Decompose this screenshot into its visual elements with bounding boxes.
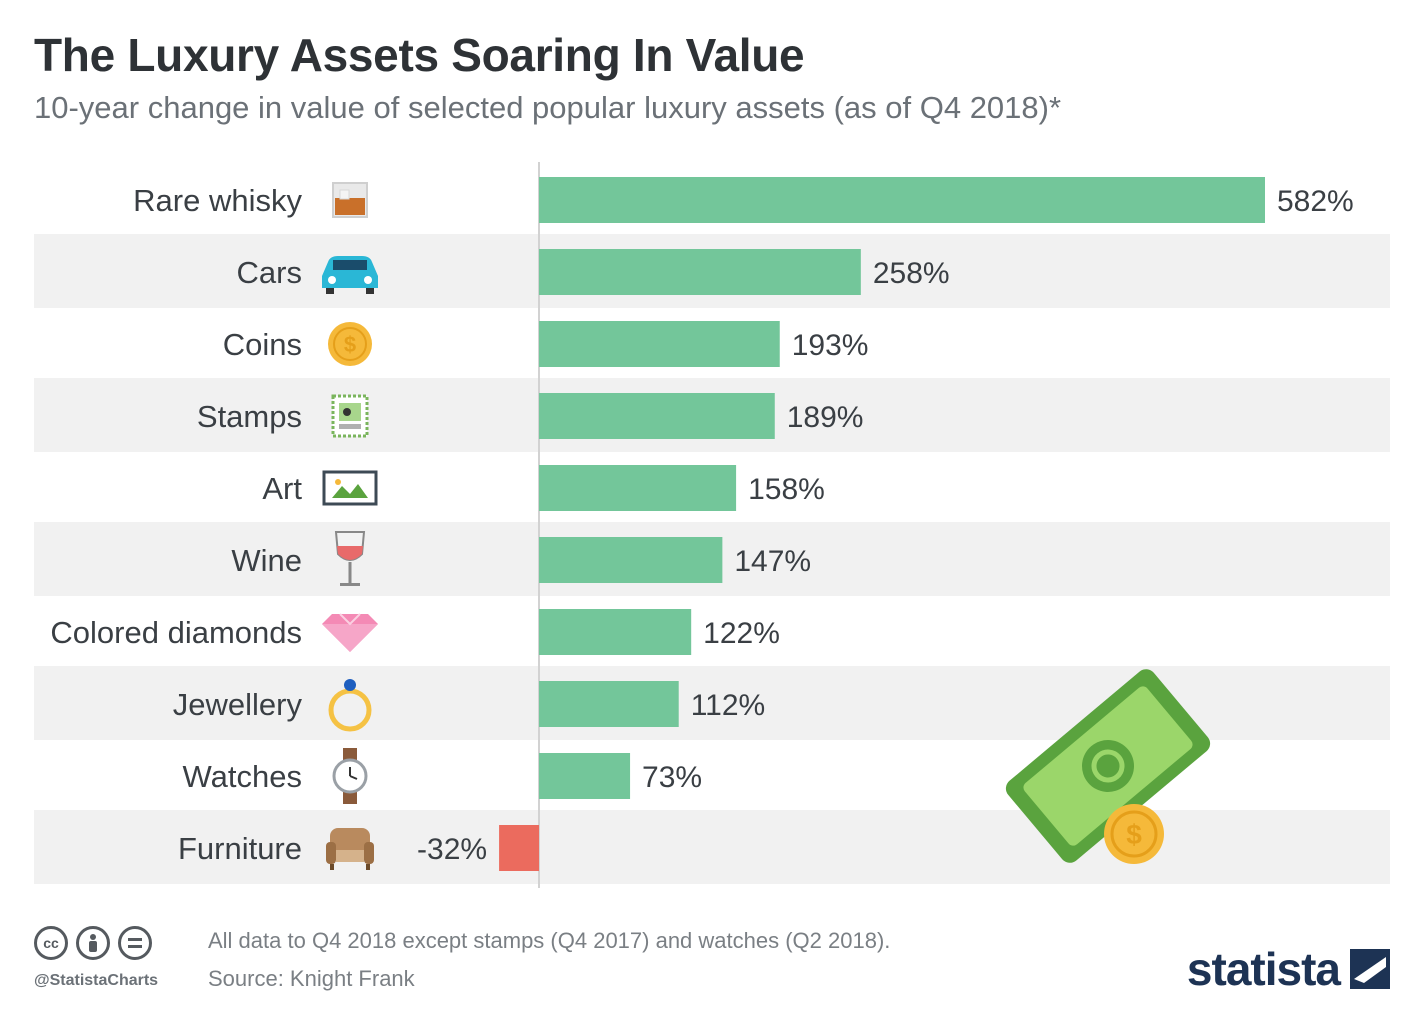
value-label: 158% xyxy=(748,473,825,506)
source-text: Source: Knight Frank xyxy=(208,966,415,991)
armchair-icon xyxy=(326,828,374,870)
bar xyxy=(539,393,775,439)
value-label: -32% xyxy=(417,833,487,866)
value-label: 122% xyxy=(703,617,780,650)
bar xyxy=(539,753,631,799)
dollar-coin-icon: $ xyxy=(1104,804,1164,864)
statista-wordmark: statista xyxy=(1186,943,1341,995)
bar xyxy=(539,609,692,655)
svg-text:$: $ xyxy=(1126,819,1142,850)
bar xyxy=(539,177,1265,223)
bar xyxy=(539,537,723,583)
bar xyxy=(499,825,539,871)
whisky-glass-icon xyxy=(332,182,368,218)
value-label: 189% xyxy=(787,401,864,434)
category-label: Jewellery xyxy=(173,687,303,722)
value-label: 193% xyxy=(792,329,869,362)
no-derivatives-icon xyxy=(118,926,152,960)
chart-title: The Luxury Assets Soaring In Value xyxy=(34,29,805,81)
category-label: Colored diamonds xyxy=(50,615,302,650)
category-label: Stamps xyxy=(197,399,302,434)
coin-icon: $ xyxy=(328,322,372,366)
bar xyxy=(539,249,861,295)
value-label: 112% xyxy=(691,689,766,722)
category-label: Rare whisky xyxy=(133,183,302,218)
category-label: Art xyxy=(262,471,302,506)
category-label: Furniture xyxy=(178,831,302,866)
diamond-icon xyxy=(322,613,378,652)
value-label: 582% xyxy=(1277,185,1354,218)
wristwatch-icon xyxy=(332,748,368,804)
category-label: Cars xyxy=(237,255,302,290)
category-label: Coins xyxy=(223,327,302,362)
statista-logo[interactable]: statista xyxy=(1187,942,1390,996)
category-label: Wine xyxy=(231,543,302,578)
license-icons: cc xyxy=(34,926,152,960)
statista-logo-icon xyxy=(1350,949,1390,989)
stamp-icon xyxy=(331,394,369,438)
bar xyxy=(539,465,737,511)
value-label: 147% xyxy=(734,545,811,578)
row-band xyxy=(34,810,1390,884)
attribution-icon xyxy=(76,926,110,960)
statista-handle: @StatistaCharts xyxy=(34,972,159,989)
bar xyxy=(539,681,679,727)
wine-glass-icon xyxy=(334,531,366,586)
chart-subtitle: 10-year change in value of selected popu… xyxy=(34,90,1062,125)
category-label: Watches xyxy=(183,759,302,794)
bar xyxy=(539,321,780,367)
svg-text:$: $ xyxy=(344,332,356,357)
picture-frame-icon xyxy=(322,470,378,506)
data-note: All data to Q4 2018 except stamps (Q4 20… xyxy=(208,928,891,953)
bar-chart: $ Rare whisky 582% Cars 258% Coins $193% Stamps… xyxy=(34,162,1390,888)
money-bill-icon xyxy=(1005,669,1211,863)
value-label: 73% xyxy=(642,761,702,794)
ring-icon xyxy=(328,679,372,732)
value-label: 258% xyxy=(873,257,950,290)
cc-icon: cc xyxy=(34,926,68,960)
car-icon xyxy=(322,256,378,294)
